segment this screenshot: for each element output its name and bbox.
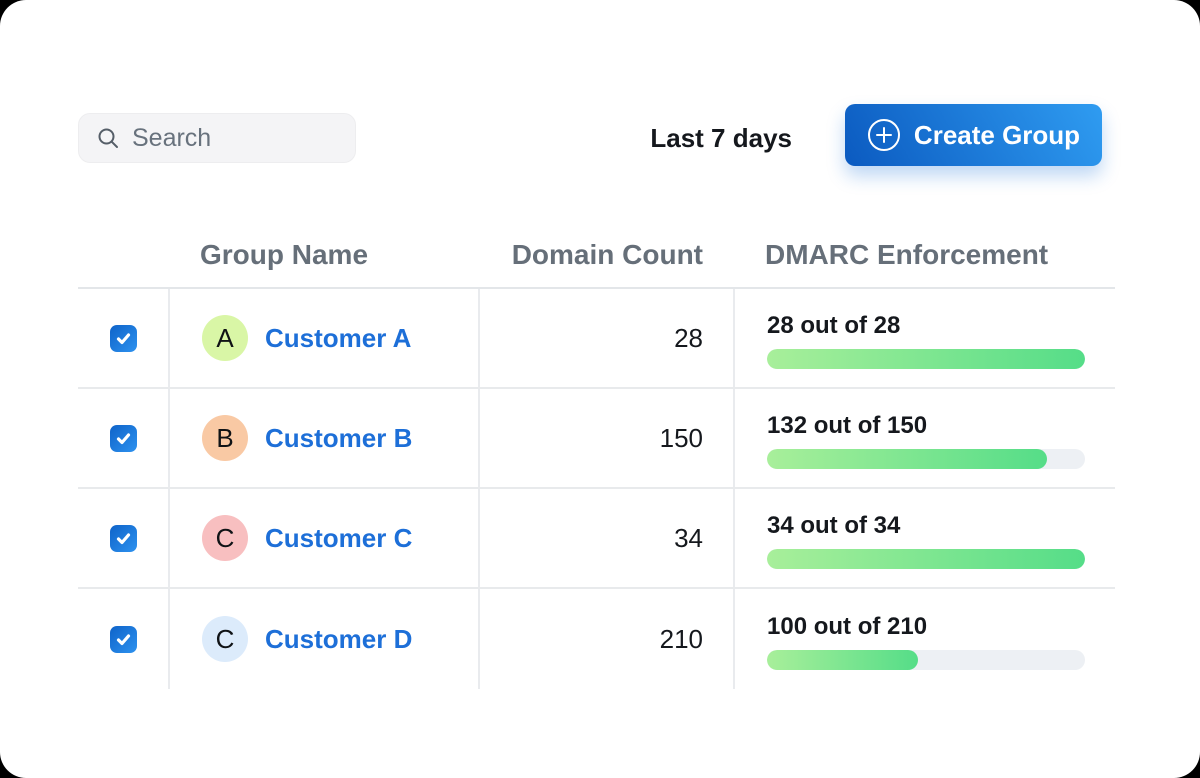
checkmark-icon <box>116 432 130 444</box>
avatar: B <box>202 415 248 461</box>
avatar: C <box>202 515 248 561</box>
dmarc-label: 34 out of 34 <box>767 512 901 539</box>
row-dmarc-cell: 34 out of 34 <box>733 489 1115 587</box>
dmarc-label: 28 out of 28 <box>767 312 901 339</box>
checkmark-icon <box>116 332 130 344</box>
avatar-letter: C <box>215 522 235 553</box>
table-row: B Customer B 150 132 out of 150 <box>78 389 1115 489</box>
create-group-label: Create Group <box>913 119 1081 150</box>
progress-track <box>767 549 1085 569</box>
date-range-label[interactable]: Last 7 days <box>650 123 792 153</box>
avatar: C <box>202 616 248 662</box>
table-row: A Customer A 28 28 out of 28 <box>78 289 1115 389</box>
header-dmarc: DMARC Enforcement <box>765 238 1049 270</box>
plus-circle-icon <box>867 119 900 151</box>
header-group-name: Group Name <box>200 238 369 270</box>
customer-link[interactable]: Customer D <box>265 623 413 654</box>
domain-count-value: 150 <box>478 389 733 487</box>
checkmark-icon <box>116 532 130 544</box>
table-body: A Customer A 28 28 out of 28 B <box>78 289 1115 689</box>
row-select-cell <box>78 389 168 487</box>
search-input[interactable] <box>130 122 334 154</box>
create-group-button[interactable]: Create Group <box>845 104 1102 166</box>
row-group-cell: B Customer B <box>168 389 478 487</box>
customer-link[interactable]: Customer C <box>265 522 413 553</box>
row-group-cell: A Customer A <box>168 289 478 387</box>
avatar-letter: C <box>215 623 235 654</box>
progress-fill <box>767 549 1085 569</box>
domain-count-value: 28 <box>478 289 733 387</box>
dmarc-label: 100 out of 210 <box>767 613 928 640</box>
row-checkbox[interactable] <box>109 625 137 653</box>
row-group-cell: C Customer C <box>168 489 478 587</box>
table-header: Group Name Domain Count DMARC Enforcemen… <box>78 222 1115 289</box>
avatar-letter: B <box>216 422 234 453</box>
progress-fill <box>767 449 1047 469</box>
row-select-cell <box>78 589 168 689</box>
row-dmarc-cell: 132 out of 150 <box>733 389 1115 487</box>
table-row: C Customer C 34 34 out of 34 <box>78 489 1115 589</box>
row-checkbox[interactable] <box>109 524 137 552</box>
row-checkbox[interactable] <box>109 424 137 452</box>
row-checkbox[interactable] <box>109 324 137 352</box>
table-row: C Customer D 210 100 out of 210 <box>78 589 1115 689</box>
progress-fill <box>767 349 1085 369</box>
dmarc-label: 132 out of 150 <box>767 412 928 439</box>
row-group-cell: C Customer D <box>168 589 478 689</box>
row-dmarc-cell: 28 out of 28 <box>733 289 1115 387</box>
customer-link[interactable]: Customer A <box>265 322 412 353</box>
progress-track <box>767 349 1085 369</box>
progress-track <box>767 449 1085 469</box>
row-dmarc-cell: 100 out of 210 <box>733 589 1115 689</box>
header-domain-count: Domain Count <box>511 238 703 270</box>
search-icon <box>98 128 118 148</box>
progress-track <box>767 650 1085 670</box>
row-select-cell <box>78 289 168 387</box>
customer-link[interactable]: Customer B <box>265 422 413 453</box>
progress-fill <box>767 650 919 670</box>
domain-count-value: 34 <box>478 489 733 587</box>
avatar: A <box>202 315 248 361</box>
row-select-cell <box>78 489 168 587</box>
avatar-letter: A <box>216 322 234 353</box>
search-box[interactable] <box>78 113 356 163</box>
domain-count-value: 210 <box>478 589 733 689</box>
checkmark-icon <box>116 633 130 645</box>
